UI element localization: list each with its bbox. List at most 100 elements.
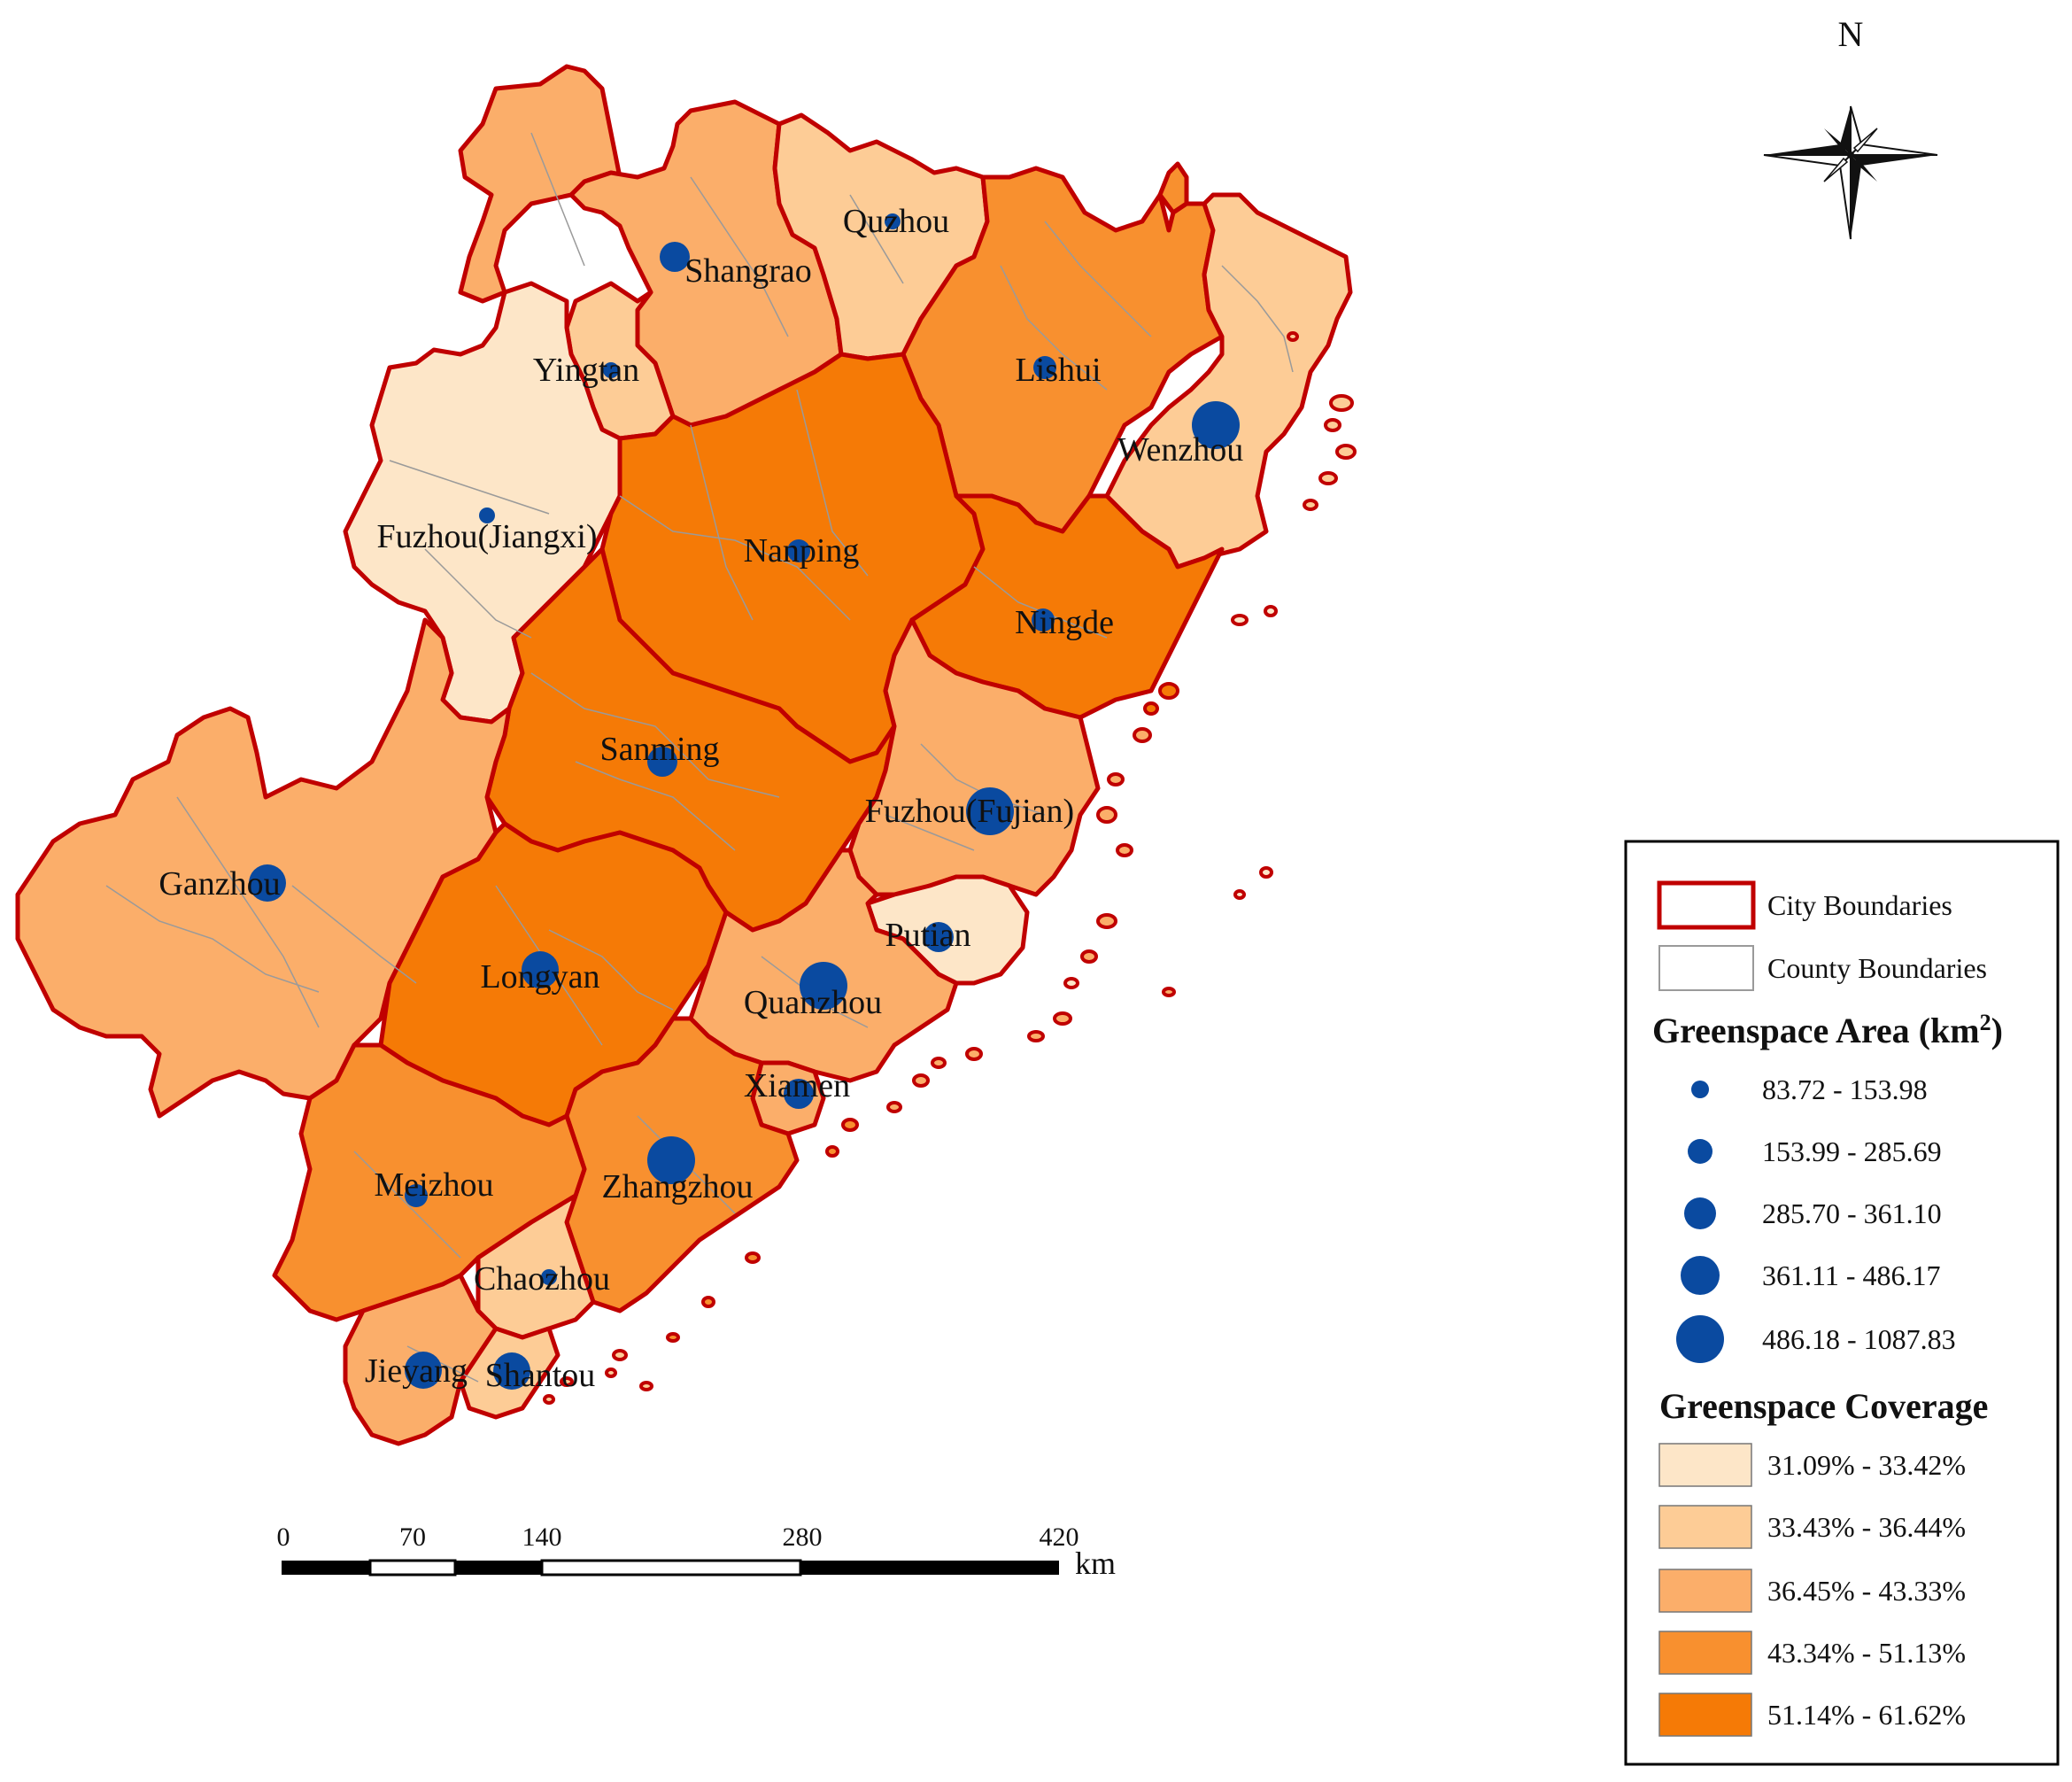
legend-area-class-5: 486.18 - 1087.83 — [1762, 1323, 1956, 1355]
island-25 — [745, 1251, 761, 1264]
area-dot-shangrao — [660, 242, 690, 272]
island-30 — [639, 1381, 653, 1391]
north-label: N — [1838, 14, 1864, 54]
county-line-3 — [796, 389, 869, 577]
county-line-4 — [530, 672, 780, 798]
city-label-wenzhou: Wenzhou — [1117, 431, 1244, 469]
area-dot-wenzhou — [1192, 401, 1240, 449]
area-dot-putian — [924, 922, 954, 952]
coastal-islands — [543, 331, 1357, 1405]
city-label-nanping: Nanping — [744, 532, 860, 569]
legend-coverage-swatch-5 — [1658, 1693, 1752, 1737]
legend-county-boundary-swatch — [1658, 945, 1754, 991]
city-label-yingtan: Yingtan — [533, 352, 639, 389]
city-regions — [15, 64, 1353, 1446]
island-18 — [1027, 1030, 1045, 1042]
island-24 — [825, 1145, 839, 1158]
scale-tick-70: 70 — [399, 1522, 426, 1552]
county-line-6 — [548, 929, 674, 1011]
island-23 — [841, 1118, 859, 1132]
area-dot-meizhou — [405, 1184, 428, 1207]
island-36 — [1287, 331, 1299, 342]
area-dot-shantou — [493, 1352, 530, 1390]
legend-county-boundaries-label: County Boundaries — [1767, 952, 1987, 984]
city-label-lishui: Lishui — [1015, 352, 1101, 389]
island-11 — [1107, 772, 1125, 786]
area-dot-longyan — [522, 951, 559, 988]
north-arrow — [1763, 105, 1938, 240]
region-chaozhou — [475, 1193, 596, 1340]
island-35 — [1162, 987, 1176, 997]
county-line-24 — [849, 194, 904, 284]
north-arrow-w-dark — [1764, 144, 1851, 155]
scale-tick-0: 0 — [277, 1522, 290, 1552]
legend-coverage-class-5: 51.14% - 61.62% — [1767, 1699, 1966, 1731]
legend-area-class-3: 285.70 - 361.10 — [1762, 1197, 1942, 1229]
legend-area-dot-1 — [1691, 1081, 1709, 1098]
scale-bar: 0 70 140 280 420 km — [277, 1522, 1117, 1581]
island-6 — [1264, 605, 1278, 617]
city-label-chaozhou: Chaozhou — [474, 1260, 610, 1298]
county-line-9 — [176, 796, 320, 1028]
scale-tick-280: 280 — [783, 1522, 823, 1552]
legend-coverage-swatch-3 — [1658, 1569, 1752, 1613]
county-line-13 — [1000, 265, 1108, 391]
county-boundaries — [105, 132, 1294, 1383]
county-line-12 — [389, 460, 550, 515]
north-arrow-sw — [1823, 157, 1849, 182]
island-26 — [701, 1296, 715, 1308]
region-jiangxi-north — [458, 64, 622, 304]
island-1 — [1329, 394, 1354, 412]
north-arrow-se — [1854, 159, 1877, 182]
island-12 — [1096, 806, 1117, 824]
island-33 — [1259, 866, 1273, 879]
region-ningde — [909, 493, 1225, 720]
region-wenzhou — [1104, 192, 1353, 569]
greenspace-area-symbols — [249, 213, 1240, 1390]
legend-coverage-swatch-4 — [1658, 1631, 1752, 1675]
legend-area-title-text: Greenspace Area (km — [1652, 1011, 1980, 1050]
city-label-fuzhou-fujian: Fuzhou(Fujian) — [865, 793, 1074, 830]
legend-coverage-class-4: 43.34% - 51.13% — [1767, 1637, 1966, 1669]
area-dot-sanming — [647, 747, 677, 777]
scale-bar-segment-3 — [455, 1561, 542, 1575]
area-dot-nanping — [787, 539, 810, 562]
north-arrow-center — [1847, 151, 1854, 159]
island-15 — [1080, 949, 1098, 964]
island-22 — [886, 1101, 902, 1113]
scale-unit: km — [1075, 1546, 1116, 1581]
city-label-putian: Putian — [885, 917, 970, 954]
city-label-shantou: Shantou — [485, 1357, 596, 1394]
legend-coverage-swatch-1 — [1658, 1443, 1752, 1487]
legend-coverage-swatch-2 — [1658, 1505, 1752, 1549]
county-line-23 — [690, 176, 789, 337]
county-line-5 — [575, 761, 736, 851]
county-line-18 — [885, 814, 975, 851]
island-29 — [605, 1367, 617, 1378]
city-label-xiamen: Xiamen — [744, 1067, 850, 1104]
city-label-quzhou: Quzhou — [843, 203, 949, 240]
area-dot-quanzhou — [800, 962, 847, 1010]
area-dot-yingtan — [603, 362, 619, 378]
city-label-ningde: Ningde — [1015, 604, 1114, 641]
legend-area-dot-5 — [1676, 1315, 1724, 1363]
county-line-21 — [353, 1151, 461, 1259]
legend-area-class-1: 83.72 - 153.98 — [1762, 1073, 1928, 1105]
island-19 — [965, 1047, 983, 1061]
area-dot-fuzhou-fujian — [966, 787, 1014, 835]
city-label-quanzhou: Quanzhou — [744, 984, 882, 1021]
scale-tick-420: 420 — [1040, 1522, 1079, 1552]
legend-area-title-close: ) — [1991, 1011, 2003, 1050]
legend-city-boundary-swatch — [1657, 880, 1756, 930]
island-8 — [1158, 682, 1179, 700]
city-label-longyan: Longyan — [480, 958, 599, 996]
legend-area-title-sup: 2 — [1980, 1010, 1991, 1035]
island-34 — [1233, 889, 1246, 900]
north-arrow-nw — [1824, 128, 1847, 151]
area-dot-xiamen — [784, 1079, 814, 1109]
city-label-fuzhou-jiangxi: Fuzhou(Jiangxi) — [376, 518, 597, 555]
scale-bar-segment-4 — [540, 1559, 802, 1577]
island-32 — [543, 1394, 555, 1405]
scale-tick-140: 140 — [522, 1522, 562, 1552]
